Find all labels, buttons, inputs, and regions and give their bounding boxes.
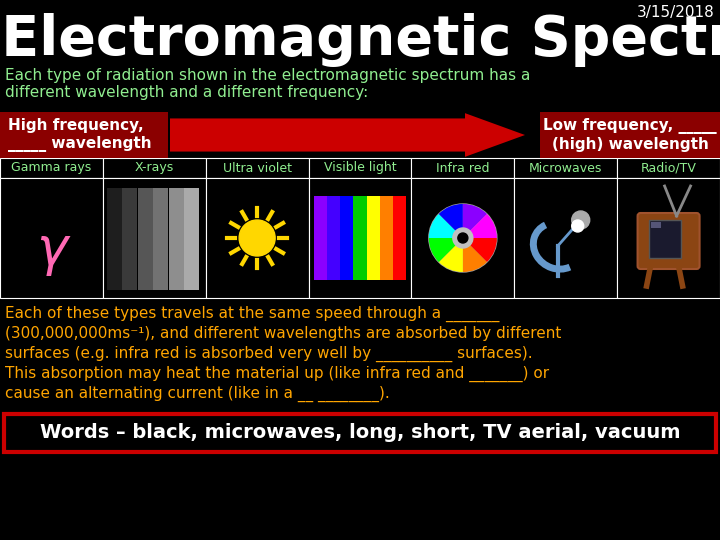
Wedge shape: [429, 238, 456, 262]
Text: X-rays: X-rays: [135, 161, 174, 174]
Bar: [514, 158, 617, 178]
Bar: [122, 188, 137, 290]
Bar: [393, 196, 406, 280]
Bar: [340, 196, 354, 280]
Circle shape: [572, 220, 584, 232]
Bar: [0, 178, 103, 298]
Circle shape: [458, 233, 468, 243]
Wedge shape: [429, 214, 456, 238]
Text: Radio/TV: Radio/TV: [641, 161, 696, 174]
Text: The Electromagnetic Spectrum: The Electromagnetic Spectrum: [0, 13, 720, 67]
Text: Each of these types travels at the same speed through a _______: Each of these types travels at the same …: [5, 306, 500, 322]
Wedge shape: [438, 245, 463, 272]
Bar: [354, 196, 366, 280]
Bar: [138, 188, 153, 290]
Bar: [0, 158, 103, 178]
Text: (300,000,000ms⁻¹), and different wavelengths are absorbed by different: (300,000,000ms⁻¹), and different wavelen…: [5, 326, 562, 341]
Bar: [327, 196, 340, 280]
Bar: [107, 188, 122, 290]
Text: Words – black, microwaves, long, short, TV aerial, vacuum: Words – black, microwaves, long, short, …: [40, 423, 680, 442]
Circle shape: [429, 204, 497, 272]
Circle shape: [572, 211, 590, 229]
Bar: [617, 158, 720, 178]
Text: 3/15/2018: 3/15/2018: [637, 5, 715, 20]
Bar: [309, 158, 411, 178]
Wedge shape: [463, 245, 487, 272]
Bar: [651, 222, 660, 228]
Text: Ultra violet: Ultra violet: [222, 161, 292, 174]
Bar: [411, 178, 514, 298]
Wedge shape: [470, 238, 497, 262]
Bar: [649, 220, 680, 258]
Bar: [617, 178, 720, 298]
Circle shape: [239, 220, 275, 256]
Bar: [380, 196, 393, 280]
Bar: [514, 178, 617, 298]
Wedge shape: [470, 214, 497, 238]
Text: Each type of radiation shown in the electromagnetic spectrum has a
different wav: Each type of radiation shown in the elec…: [5, 68, 531, 100]
Bar: [103, 178, 206, 298]
Text: cause an alternating current (like in a __ ________).: cause an alternating current (like in a …: [5, 386, 390, 402]
Wedge shape: [438, 204, 463, 231]
Bar: [314, 196, 327, 280]
Bar: [411, 158, 514, 178]
Text: Gamma rays: Gamma rays: [12, 161, 91, 174]
Text: surfaces (e.g. infra red is absorbed very well by __________ surfaces).: surfaces (e.g. infra red is absorbed ver…: [5, 346, 533, 362]
Bar: [366, 196, 380, 280]
Bar: [206, 178, 309, 298]
Text: Microwaves: Microwaves: [529, 161, 603, 174]
Text: Low frequency, _____
(high) wavelength: Low frequency, _____ (high) wavelength: [543, 118, 717, 152]
Bar: [153, 188, 168, 290]
Text: Visible light: Visible light: [324, 161, 396, 174]
Circle shape: [453, 228, 473, 248]
FancyBboxPatch shape: [4, 414, 716, 452]
Bar: [103, 158, 206, 178]
Bar: [168, 188, 184, 290]
Bar: [206, 158, 309, 178]
Text: High frequency,
_____ wavelength: High frequency, _____ wavelength: [8, 118, 152, 152]
Bar: [184, 188, 199, 290]
FancyBboxPatch shape: [638, 213, 700, 269]
Text: Infra red: Infra red: [436, 161, 490, 174]
Wedge shape: [463, 204, 487, 231]
FancyBboxPatch shape: [0, 112, 168, 158]
FancyBboxPatch shape: [540, 112, 720, 158]
FancyArrow shape: [170, 113, 525, 157]
Bar: [309, 178, 411, 298]
Text: This absorption may heat the material up (like infra red and _______) or: This absorption may heat the material up…: [5, 366, 549, 382]
Text: γ: γ: [36, 224, 67, 276]
